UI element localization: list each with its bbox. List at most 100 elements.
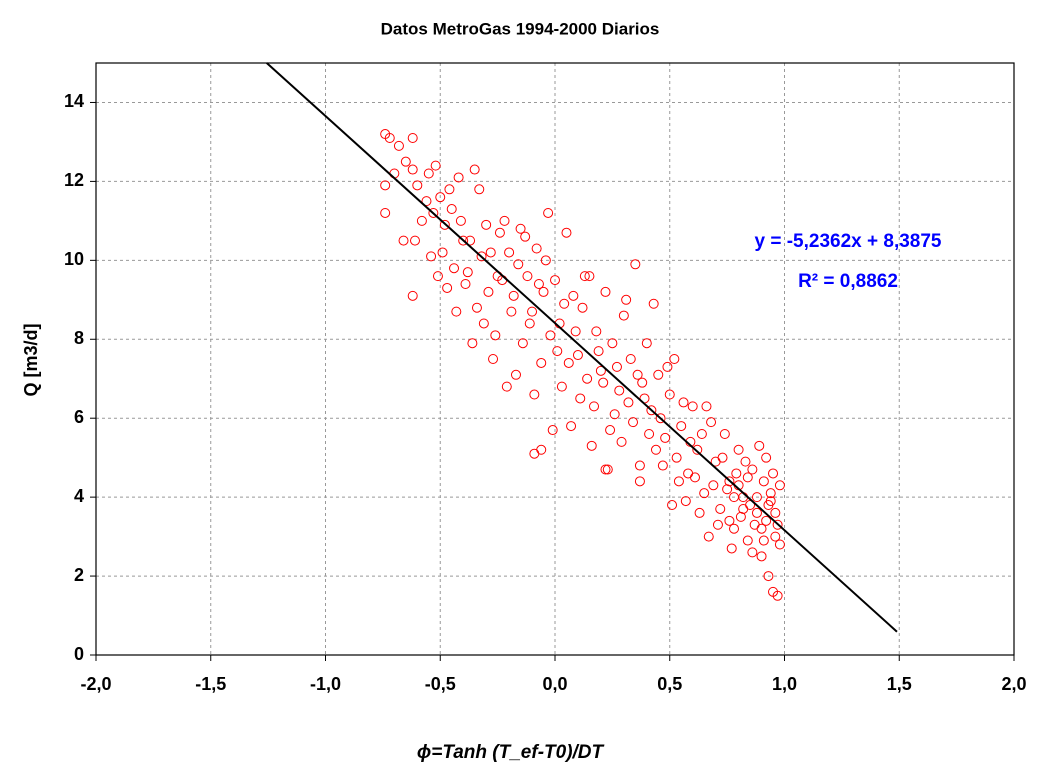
data-point xyxy=(616,436,627,447)
data-point xyxy=(476,251,487,262)
data-point xyxy=(756,523,767,534)
data-point xyxy=(474,184,485,195)
data-point xyxy=(575,393,586,404)
data-point xyxy=(407,290,418,301)
data-point xyxy=(504,247,515,258)
data-point xyxy=(451,306,462,317)
data-point xyxy=(719,428,730,439)
data-point xyxy=(644,428,655,439)
data-point xyxy=(407,132,418,143)
data-point xyxy=(731,468,742,479)
data-point xyxy=(694,507,705,518)
data-point xyxy=(621,294,632,305)
data-point xyxy=(774,539,785,550)
data-point xyxy=(650,444,661,455)
plot-frame xyxy=(95,62,1015,656)
data-point xyxy=(724,515,735,526)
data-point xyxy=(533,279,544,290)
data-point xyxy=(508,290,519,301)
data-point xyxy=(605,425,616,436)
data-point xyxy=(735,511,746,522)
data-point xyxy=(400,156,411,167)
data-point xyxy=(637,377,648,388)
data-point xyxy=(529,389,540,400)
data-point xyxy=(614,385,625,396)
data-point xyxy=(428,207,439,218)
data-point xyxy=(550,275,560,286)
data-point xyxy=(763,500,774,511)
data-point xyxy=(435,192,446,203)
data-point xyxy=(572,350,583,361)
data-point xyxy=(552,346,563,357)
data-point xyxy=(591,326,602,337)
y-tick-label: 12 xyxy=(64,170,84,190)
data-point xyxy=(738,503,749,514)
annotation: R² = 0,8862 xyxy=(798,271,898,292)
data-point xyxy=(527,306,538,317)
data-point xyxy=(384,132,395,143)
x-tick-label: -2,0 xyxy=(80,674,111,694)
y-tick-label: 4 xyxy=(74,486,84,506)
data-point xyxy=(667,500,678,511)
data-point xyxy=(676,421,687,432)
data-point xyxy=(754,440,765,451)
data-point xyxy=(515,223,526,234)
data-point xyxy=(703,531,714,542)
data-point xyxy=(538,286,549,297)
data-point xyxy=(726,543,737,554)
data-point xyxy=(717,452,728,463)
data-point xyxy=(522,271,533,282)
data-point xyxy=(556,381,567,392)
data-point xyxy=(733,444,744,455)
trend-line xyxy=(266,62,898,633)
data-point xyxy=(758,476,769,487)
data-point xyxy=(770,507,781,518)
x-tick-label: 1,5 xyxy=(887,674,912,694)
data-point xyxy=(449,263,460,274)
data-point xyxy=(742,472,753,483)
data-point xyxy=(389,168,400,179)
data-point xyxy=(641,338,652,349)
data-point xyxy=(761,452,772,463)
data-point xyxy=(664,389,675,400)
data-point xyxy=(488,354,499,364)
data-point xyxy=(683,468,694,479)
y-tick-label: 0 xyxy=(74,644,84,664)
data-point xyxy=(768,468,779,479)
y-tick-label: 2 xyxy=(74,565,84,585)
data-point xyxy=(706,417,717,428)
data-point xyxy=(453,172,464,183)
data-point xyxy=(618,310,629,321)
data-point xyxy=(478,318,489,329)
x-tick-label: -1,0 xyxy=(310,674,341,694)
data-point xyxy=(751,492,762,503)
data-point xyxy=(715,503,726,514)
data-point xyxy=(467,338,478,349)
data-point xyxy=(600,464,611,475)
data-point xyxy=(630,259,641,270)
data-point xyxy=(540,255,551,266)
data-point xyxy=(774,480,785,491)
x-tick-label: 1,0 xyxy=(772,674,797,694)
data-point xyxy=(536,444,547,455)
data-point xyxy=(701,401,712,412)
data-point xyxy=(742,535,753,546)
data-point xyxy=(761,515,772,526)
data-point xyxy=(520,231,531,242)
data-point xyxy=(499,215,510,226)
data-point xyxy=(398,235,409,246)
data-point xyxy=(607,338,618,349)
data-point xyxy=(455,215,466,226)
data-point xyxy=(747,464,758,475)
data-point xyxy=(648,298,659,309)
x-tick-label: 0,0 xyxy=(542,674,567,694)
data-point xyxy=(506,306,517,317)
data-point xyxy=(765,488,776,499)
data-point xyxy=(758,535,769,546)
data-point xyxy=(611,361,622,372)
x-tick-label: -1,5 xyxy=(195,674,226,694)
data-point xyxy=(699,488,710,499)
data-point xyxy=(462,267,473,278)
data-point xyxy=(471,302,482,313)
